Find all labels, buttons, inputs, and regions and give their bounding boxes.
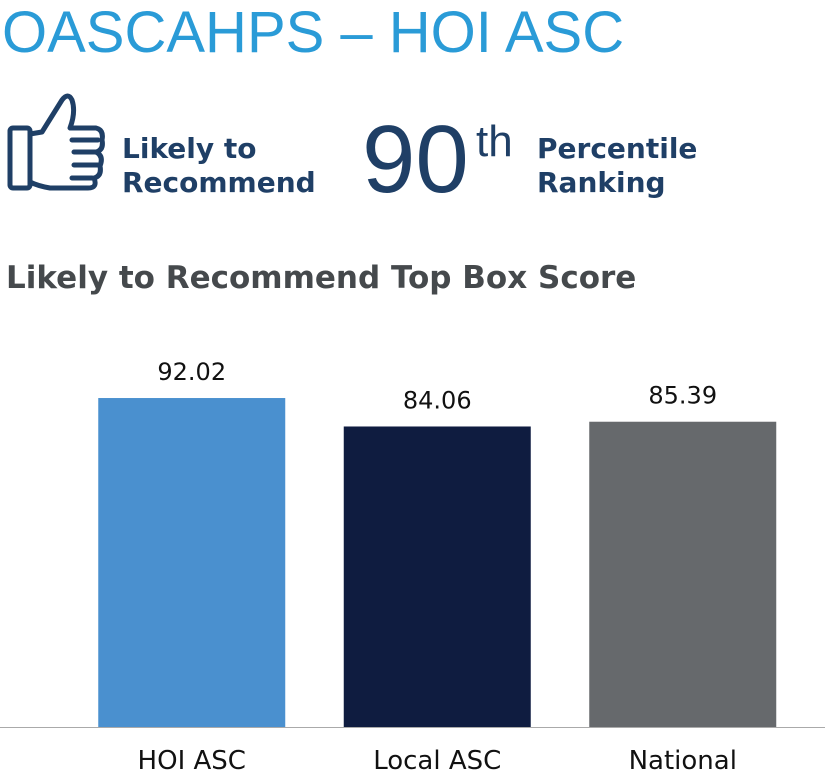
x-tick-label: National — [629, 746, 737, 771]
rank-number: 90 — [362, 106, 469, 213]
highlight-label: Recommend — [122, 166, 316, 199]
rank-suffix: th — [476, 117, 513, 166]
chart-title: Likely to Recommend Top Box Score — [6, 260, 636, 296]
x-tick-label: Local ASC — [373, 746, 501, 771]
bar — [98, 398, 286, 727]
page-title: OASCAHPS – HOI ASC — [2, 0, 624, 65]
thumbs-up-icon — [7, 93, 105, 191]
highlight-label: Ranking — [537, 166, 666, 199]
x-tick-label: HOI ASC — [138, 746, 246, 771]
value-label: 85.39 — [648, 382, 717, 410]
value-label: 84.06 — [403, 386, 472, 414]
bar — [343, 426, 531, 727]
value-label: 92.02 — [157, 358, 226, 386]
bar — [589, 421, 777, 727]
highlight-label: Percentile — [537, 132, 697, 165]
highlight-label: Likely to — [122, 132, 257, 165]
